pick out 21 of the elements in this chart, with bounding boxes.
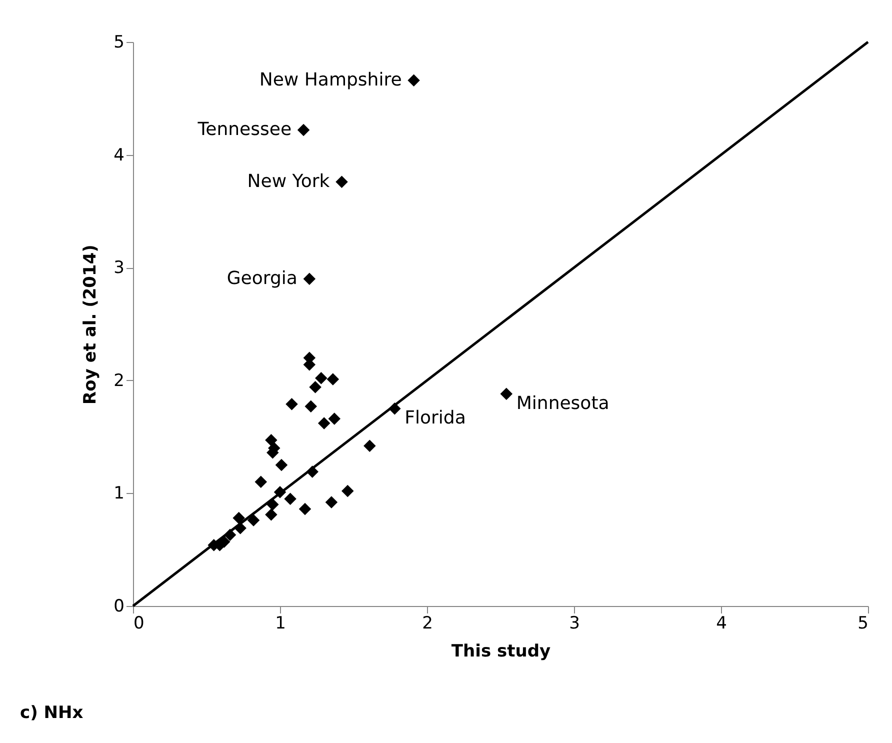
- annotation: Georgia: [226, 268, 298, 289]
- x-tick-label: 0: [134, 614, 144, 634]
- annotation: New Hampshire: [259, 69, 402, 90]
- y-tick-label: 2: [114, 370, 124, 391]
- x-axis-title: This study: [451, 642, 551, 662]
- y-tick-label: 3: [114, 258, 124, 278]
- x-tick-label: 2: [422, 614, 433, 634]
- text: c) NHx: [20, 703, 84, 723]
- annotation: Tennessee: [196, 118, 292, 140]
- y-tick-label: 1: [114, 484, 124, 504]
- y-tick-label: 0: [114, 596, 124, 616]
- x-tick-label: 1: [275, 614, 286, 634]
- x-tick-label: 5: [858, 614, 868, 634]
- y-axis-title: Roy et al. (2014): [80, 244, 101, 404]
- annotation: New York: [247, 170, 330, 192]
- x-tick-label: 3: [569, 614, 580, 634]
- y-tick-label: 5: [114, 32, 124, 52]
- annotation: Minnesota: [516, 392, 610, 414]
- x-tick-label: 4: [716, 614, 727, 634]
- annotation: Florida: [404, 408, 466, 429]
- y-tick-label: 4: [114, 145, 124, 166]
